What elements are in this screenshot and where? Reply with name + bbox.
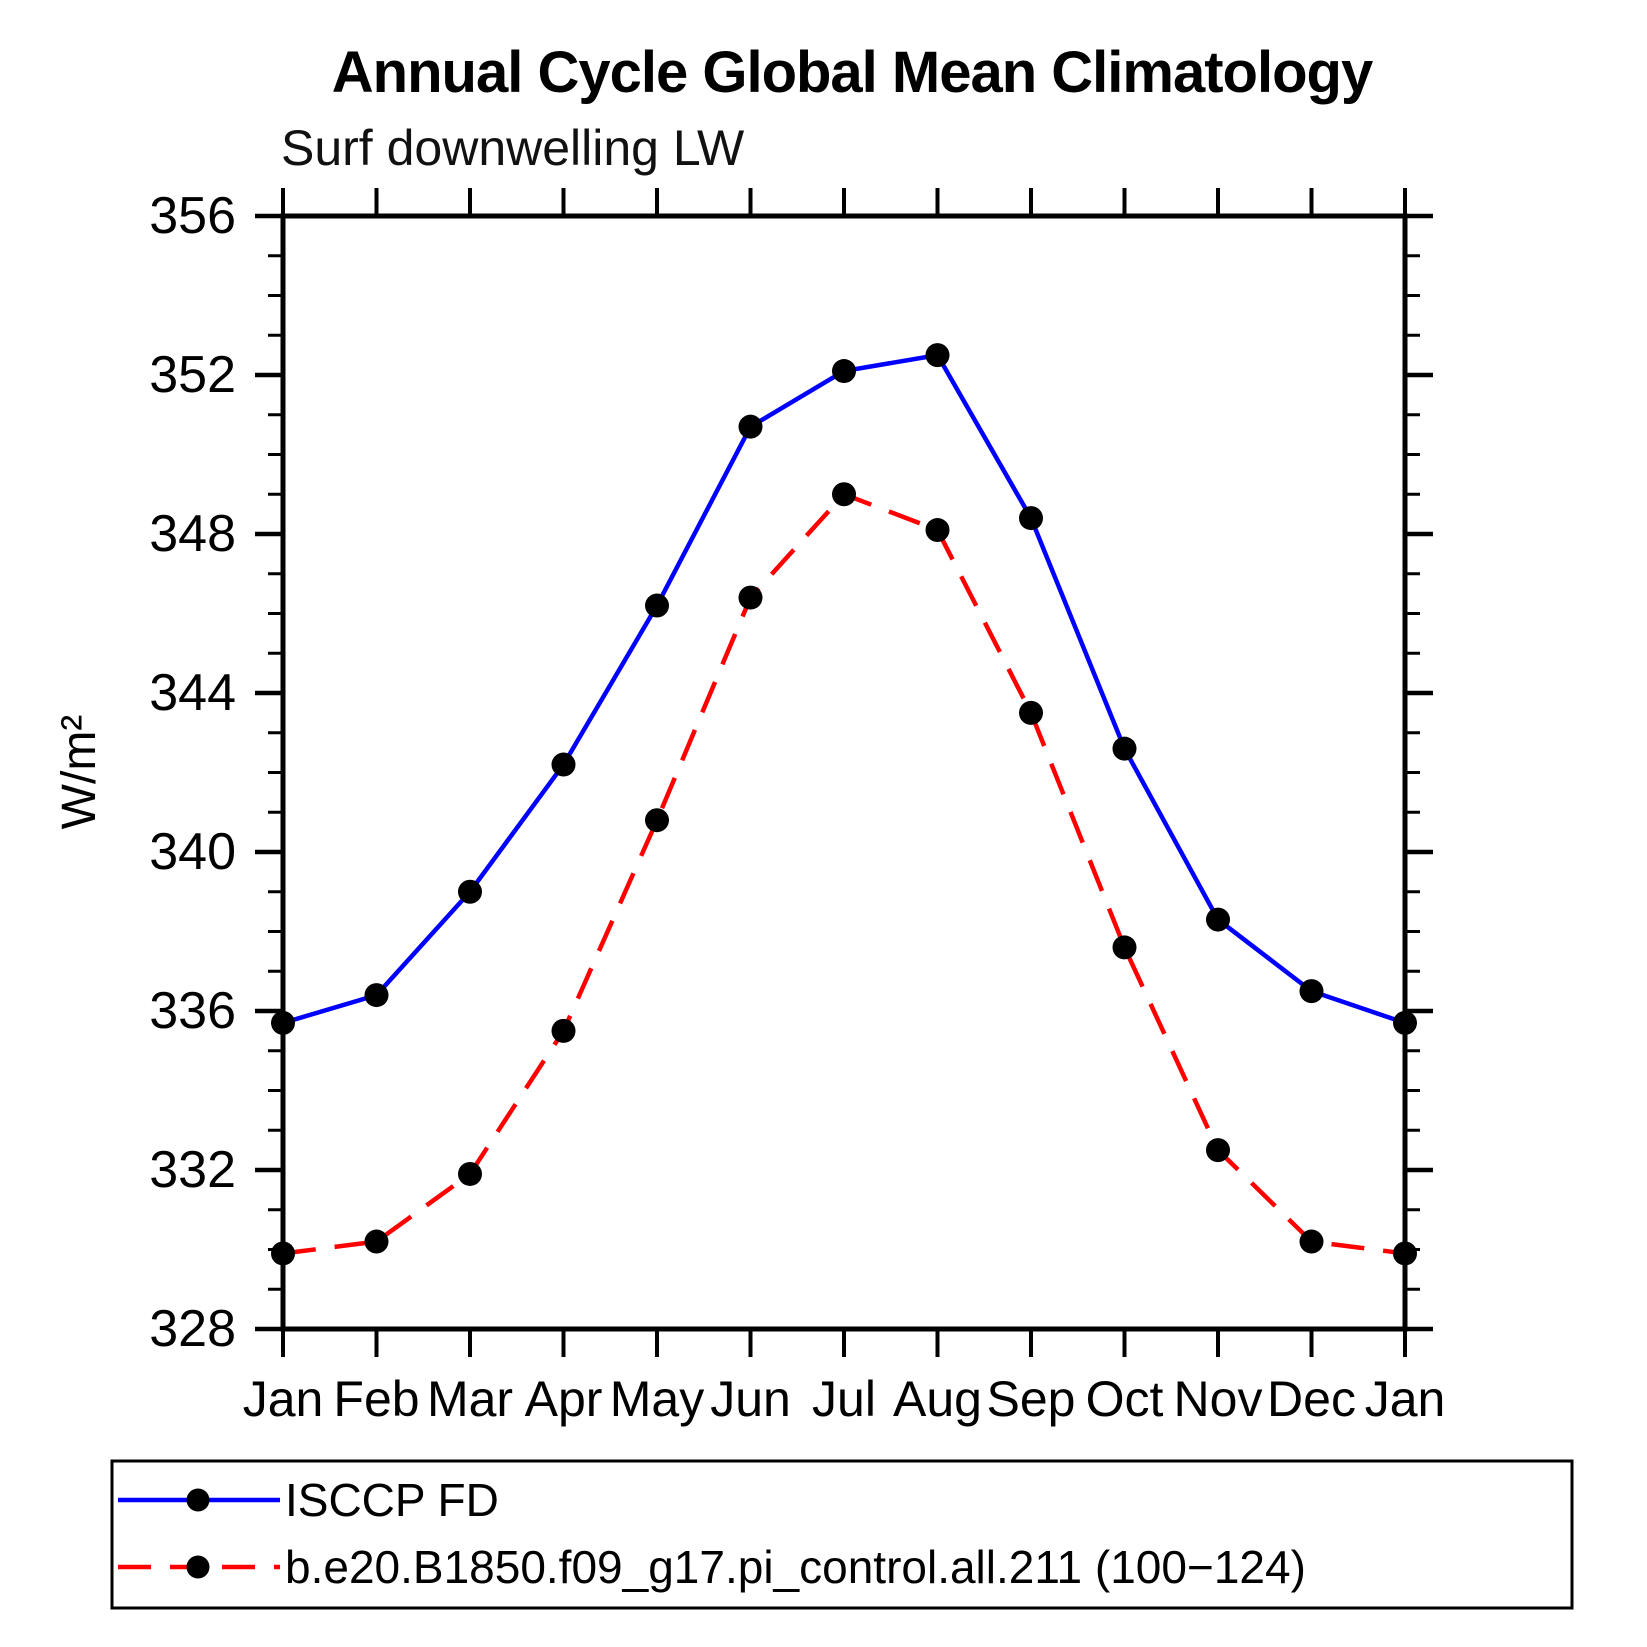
- data-point: [271, 1010, 295, 1035]
- y-tick-label: 352: [149, 346, 236, 404]
- data-point: [551, 1018, 576, 1043]
- x-tick-label: Oct: [1086, 1371, 1164, 1427]
- data-point: [1019, 700, 1043, 725]
- data-point: [738, 414, 763, 439]
- data-point: [551, 752, 576, 777]
- x-tick-label: May: [610, 1371, 704, 1427]
- y-tick-label: 348: [149, 505, 236, 563]
- series-line-1: [282, 491, 1406, 1256]
- chart-subtitle: Surf downwelling LW: [281, 120, 745, 176]
- data-point: [458, 1161, 482, 1186]
- legend-label-1: b.e20.B1850.f09_g17.pi_control.all.211 (…: [285, 1541, 1306, 1593]
- chart-title: Annual Cycle Global Mean Climatology: [332, 40, 1373, 105]
- x-tick-label: Jan: [1365, 1371, 1446, 1427]
- y-tick-label: 340: [149, 823, 236, 881]
- data-point: [364, 1229, 389, 1254]
- data-point: [364, 983, 389, 1008]
- legend-marker-1: [186, 1555, 210, 1579]
- x-tick-label: Jan: [243, 1371, 324, 1427]
- data-point: [1112, 935, 1137, 960]
- data-point: [645, 593, 669, 618]
- data-point: [1393, 1241, 1417, 1266]
- y-tick-label: 356: [149, 187, 236, 245]
- x-tick-label: Jun: [710, 1371, 791, 1427]
- y-tick-label: 328: [149, 1300, 236, 1358]
- y-axis-label: W/m²: [53, 715, 106, 830]
- x-tick-label: Apr: [525, 1371, 603, 1427]
- x-tick-label: Feb: [333, 1371, 419, 1427]
- legend-border: [110, 1459, 1574, 1610]
- legend: ISCCP FD b.e20.B1850.f09_g17.pi_control.a…: [110, 1459, 1574, 1610]
- legend-marker-0: [186, 1488, 210, 1512]
- data-point: [1206, 1138, 1230, 1163]
- data-point: [1019, 506, 1043, 531]
- data-point: [1299, 979, 1324, 1004]
- x-tick-label: Nov: [1174, 1371, 1263, 1427]
- data-point: [645, 808, 669, 833]
- data-point: [832, 482, 856, 507]
- series-line-0: [282, 352, 1406, 1026]
- data-point: [1112, 736, 1137, 761]
- data-point: [832, 359, 856, 384]
- data-point: [458, 879, 482, 904]
- x-tick-label: Aug: [893, 1371, 982, 1427]
- data-point: [1299, 1229, 1324, 1254]
- data-point: [738, 585, 763, 610]
- y-tick-label: 332: [149, 1141, 236, 1199]
- x-tick-label: Jul: [812, 1371, 876, 1427]
- data-point: [271, 1241, 295, 1266]
- data-point: [925, 343, 950, 368]
- legend-label-0: ISCCP FD: [285, 1474, 499, 1526]
- y-tick-label: 344: [149, 664, 236, 722]
- data-point: [1393, 1010, 1417, 1035]
- data-point: [1206, 907, 1230, 932]
- y-tick-label: 336: [149, 982, 236, 1040]
- x-tick-label: Dec: [1267, 1371, 1356, 1427]
- data-point: [925, 518, 950, 543]
- x-tick-label: Sep: [987, 1371, 1076, 1427]
- x-tick-label: Mar: [427, 1371, 513, 1427]
